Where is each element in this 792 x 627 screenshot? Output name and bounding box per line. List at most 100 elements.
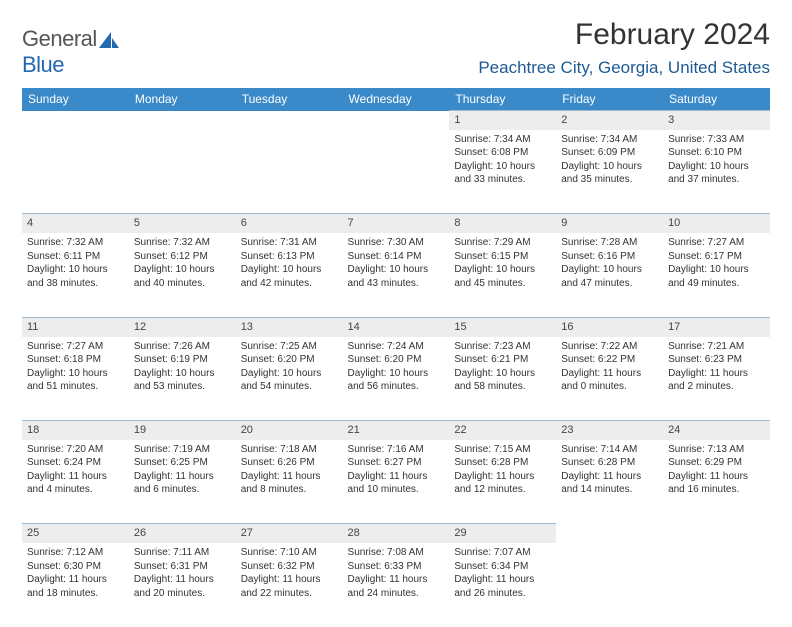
sunset-line: Sunset: 6:20 PM <box>241 353 338 367</box>
weekday-header: Monday <box>129 88 236 111</box>
empty-cell <box>22 111 129 130</box>
sunrise-line: Sunrise: 7:32 AM <box>27 236 124 250</box>
sunset-line: Sunset: 6:27 PM <box>348 456 445 470</box>
sunset-line: Sunset: 6:24 PM <box>27 456 124 470</box>
location: Peachtree City, Georgia, United States <box>478 58 770 78</box>
sunrise-line: Sunrise: 7:20 AM <box>27 443 124 457</box>
daylight-line: Daylight: 10 hours and 37 minutes. <box>668 160 765 187</box>
sunset-line: Sunset: 6:13 PM <box>241 250 338 264</box>
day-number: 21 <box>343 421 450 440</box>
day-details: Sunrise: 7:27 AMSunset: 6:17 PMDaylight:… <box>663 233 770 317</box>
sunrise-line: Sunrise: 7:26 AM <box>134 340 231 354</box>
sunrise-line: Sunrise: 7:08 AM <box>348 546 445 560</box>
day-number: 4 <box>22 214 129 233</box>
day-number: 13 <box>236 317 343 336</box>
day-number: 24 <box>663 421 770 440</box>
daynum-row: 11121314151617 <box>22 317 770 336</box>
weekday-header: Wednesday <box>343 88 450 111</box>
day-number: 3 <box>663 111 770 130</box>
day-details: Sunrise: 7:22 AMSunset: 6:22 PMDaylight:… <box>556 337 663 421</box>
day-number: 26 <box>129 524 236 543</box>
day-details: Sunrise: 7:12 AMSunset: 6:30 PMDaylight:… <box>22 543 129 627</box>
day-details: Sunrise: 7:13 AMSunset: 6:29 PMDaylight:… <box>663 440 770 524</box>
day-number: 12 <box>129 317 236 336</box>
sunset-line: Sunset: 6:21 PM <box>454 353 551 367</box>
day-details: Sunrise: 7:32 AMSunset: 6:12 PMDaylight:… <box>129 233 236 317</box>
day-number: 9 <box>556 214 663 233</box>
daylight-line: Daylight: 10 hours and 58 minutes. <box>454 367 551 394</box>
details-row: Sunrise: 7:12 AMSunset: 6:30 PMDaylight:… <box>22 543 770 627</box>
sunrise-line: Sunrise: 7:14 AM <box>561 443 658 457</box>
empty-cell <box>556 543 663 627</box>
sunrise-line: Sunrise: 7:13 AM <box>668 443 765 457</box>
day-number: 8 <box>449 214 556 233</box>
sunset-line: Sunset: 6:15 PM <box>454 250 551 264</box>
sunrise-line: Sunrise: 7:15 AM <box>454 443 551 457</box>
sunset-line: Sunset: 6:19 PM <box>134 353 231 367</box>
sunrise-line: Sunrise: 7:21 AM <box>668 340 765 354</box>
logo-sail-icon <box>97 30 121 50</box>
sunrise-line: Sunrise: 7:12 AM <box>27 546 124 560</box>
daylight-line: Daylight: 10 hours and 38 minutes. <box>27 263 124 290</box>
sunset-line: Sunset: 6:18 PM <box>27 353 124 367</box>
sunset-line: Sunset: 6:10 PM <box>668 146 765 160</box>
day-details: Sunrise: 7:34 AMSunset: 6:09 PMDaylight:… <box>556 130 663 214</box>
day-details: Sunrise: 7:21 AMSunset: 6:23 PMDaylight:… <box>663 337 770 421</box>
sunset-line: Sunset: 6:30 PM <box>27 560 124 574</box>
day-number: 17 <box>663 317 770 336</box>
logo-word2: Blue <box>22 52 64 77</box>
day-details: Sunrise: 7:20 AMSunset: 6:24 PMDaylight:… <box>22 440 129 524</box>
sunrise-line: Sunrise: 7:32 AM <box>134 236 231 250</box>
logo: GeneralBlue <box>22 18 121 78</box>
logo-word1: General <box>22 26 97 51</box>
sunrise-line: Sunrise: 7:25 AM <box>241 340 338 354</box>
sunset-line: Sunset: 6:26 PM <box>241 456 338 470</box>
daylight-line: Daylight: 11 hours and 22 minutes. <box>241 573 338 600</box>
day-number: 20 <box>236 421 343 440</box>
day-number: 11 <box>22 317 129 336</box>
daylight-line: Daylight: 10 hours and 51 minutes. <box>27 367 124 394</box>
sunset-line: Sunset: 6:28 PM <box>454 456 551 470</box>
day-number: 27 <box>236 524 343 543</box>
day-details: Sunrise: 7:32 AMSunset: 6:11 PMDaylight:… <box>22 233 129 317</box>
daylight-line: Daylight: 11 hours and 26 minutes. <box>454 573 551 600</box>
daylight-line: Daylight: 10 hours and 49 minutes. <box>668 263 765 290</box>
day-details: Sunrise: 7:11 AMSunset: 6:31 PMDaylight:… <box>129 543 236 627</box>
day-details: Sunrise: 7:14 AMSunset: 6:28 PMDaylight:… <box>556 440 663 524</box>
daylight-line: Daylight: 11 hours and 24 minutes. <box>348 573 445 600</box>
daylight-line: Daylight: 11 hours and 8 minutes. <box>241 470 338 497</box>
sunrise-line: Sunrise: 7:34 AM <box>454 133 551 147</box>
daylight-line: Daylight: 10 hours and 42 minutes. <box>241 263 338 290</box>
sunrise-line: Sunrise: 7:11 AM <box>134 546 231 560</box>
day-number: 29 <box>449 524 556 543</box>
day-number: 23 <box>556 421 663 440</box>
day-number: 14 <box>343 317 450 336</box>
sunrise-line: Sunrise: 7:24 AM <box>348 340 445 354</box>
day-number: 15 <box>449 317 556 336</box>
sunset-line: Sunset: 6:23 PM <box>668 353 765 367</box>
day-number: 28 <box>343 524 450 543</box>
sunrise-line: Sunrise: 7:07 AM <box>454 546 551 560</box>
sunset-line: Sunset: 6:29 PM <box>668 456 765 470</box>
daylight-line: Daylight: 10 hours and 45 minutes. <box>454 263 551 290</box>
day-details: Sunrise: 7:29 AMSunset: 6:15 PMDaylight:… <box>449 233 556 317</box>
details-row: Sunrise: 7:27 AMSunset: 6:18 PMDaylight:… <box>22 337 770 421</box>
daylight-line: Daylight: 11 hours and 12 minutes. <box>454 470 551 497</box>
day-number: 22 <box>449 421 556 440</box>
sunset-line: Sunset: 6:31 PM <box>134 560 231 574</box>
day-number: 6 <box>236 214 343 233</box>
empty-cell <box>556 524 663 543</box>
sunrise-line: Sunrise: 7:28 AM <box>561 236 658 250</box>
sunrise-line: Sunrise: 7:27 AM <box>668 236 765 250</box>
weekday-header: Friday <box>556 88 663 111</box>
daylight-line: Daylight: 11 hours and 0 minutes. <box>561 367 658 394</box>
daylight-line: Daylight: 11 hours and 14 minutes. <box>561 470 658 497</box>
sunset-line: Sunset: 6:33 PM <box>348 560 445 574</box>
sunrise-line: Sunrise: 7:34 AM <box>561 133 658 147</box>
sunrise-line: Sunrise: 7:27 AM <box>27 340 124 354</box>
daylight-line: Daylight: 11 hours and 18 minutes. <box>27 573 124 600</box>
details-row: Sunrise: 7:20 AMSunset: 6:24 PM Daylight:… <box>22 440 770 524</box>
day-details: Sunrise: 7:07 AMSunset: 6:34 PMDaylight:… <box>449 543 556 627</box>
day-number: 1 <box>449 111 556 130</box>
sunrise-line: Sunrise: 7:16 AM <box>348 443 445 457</box>
